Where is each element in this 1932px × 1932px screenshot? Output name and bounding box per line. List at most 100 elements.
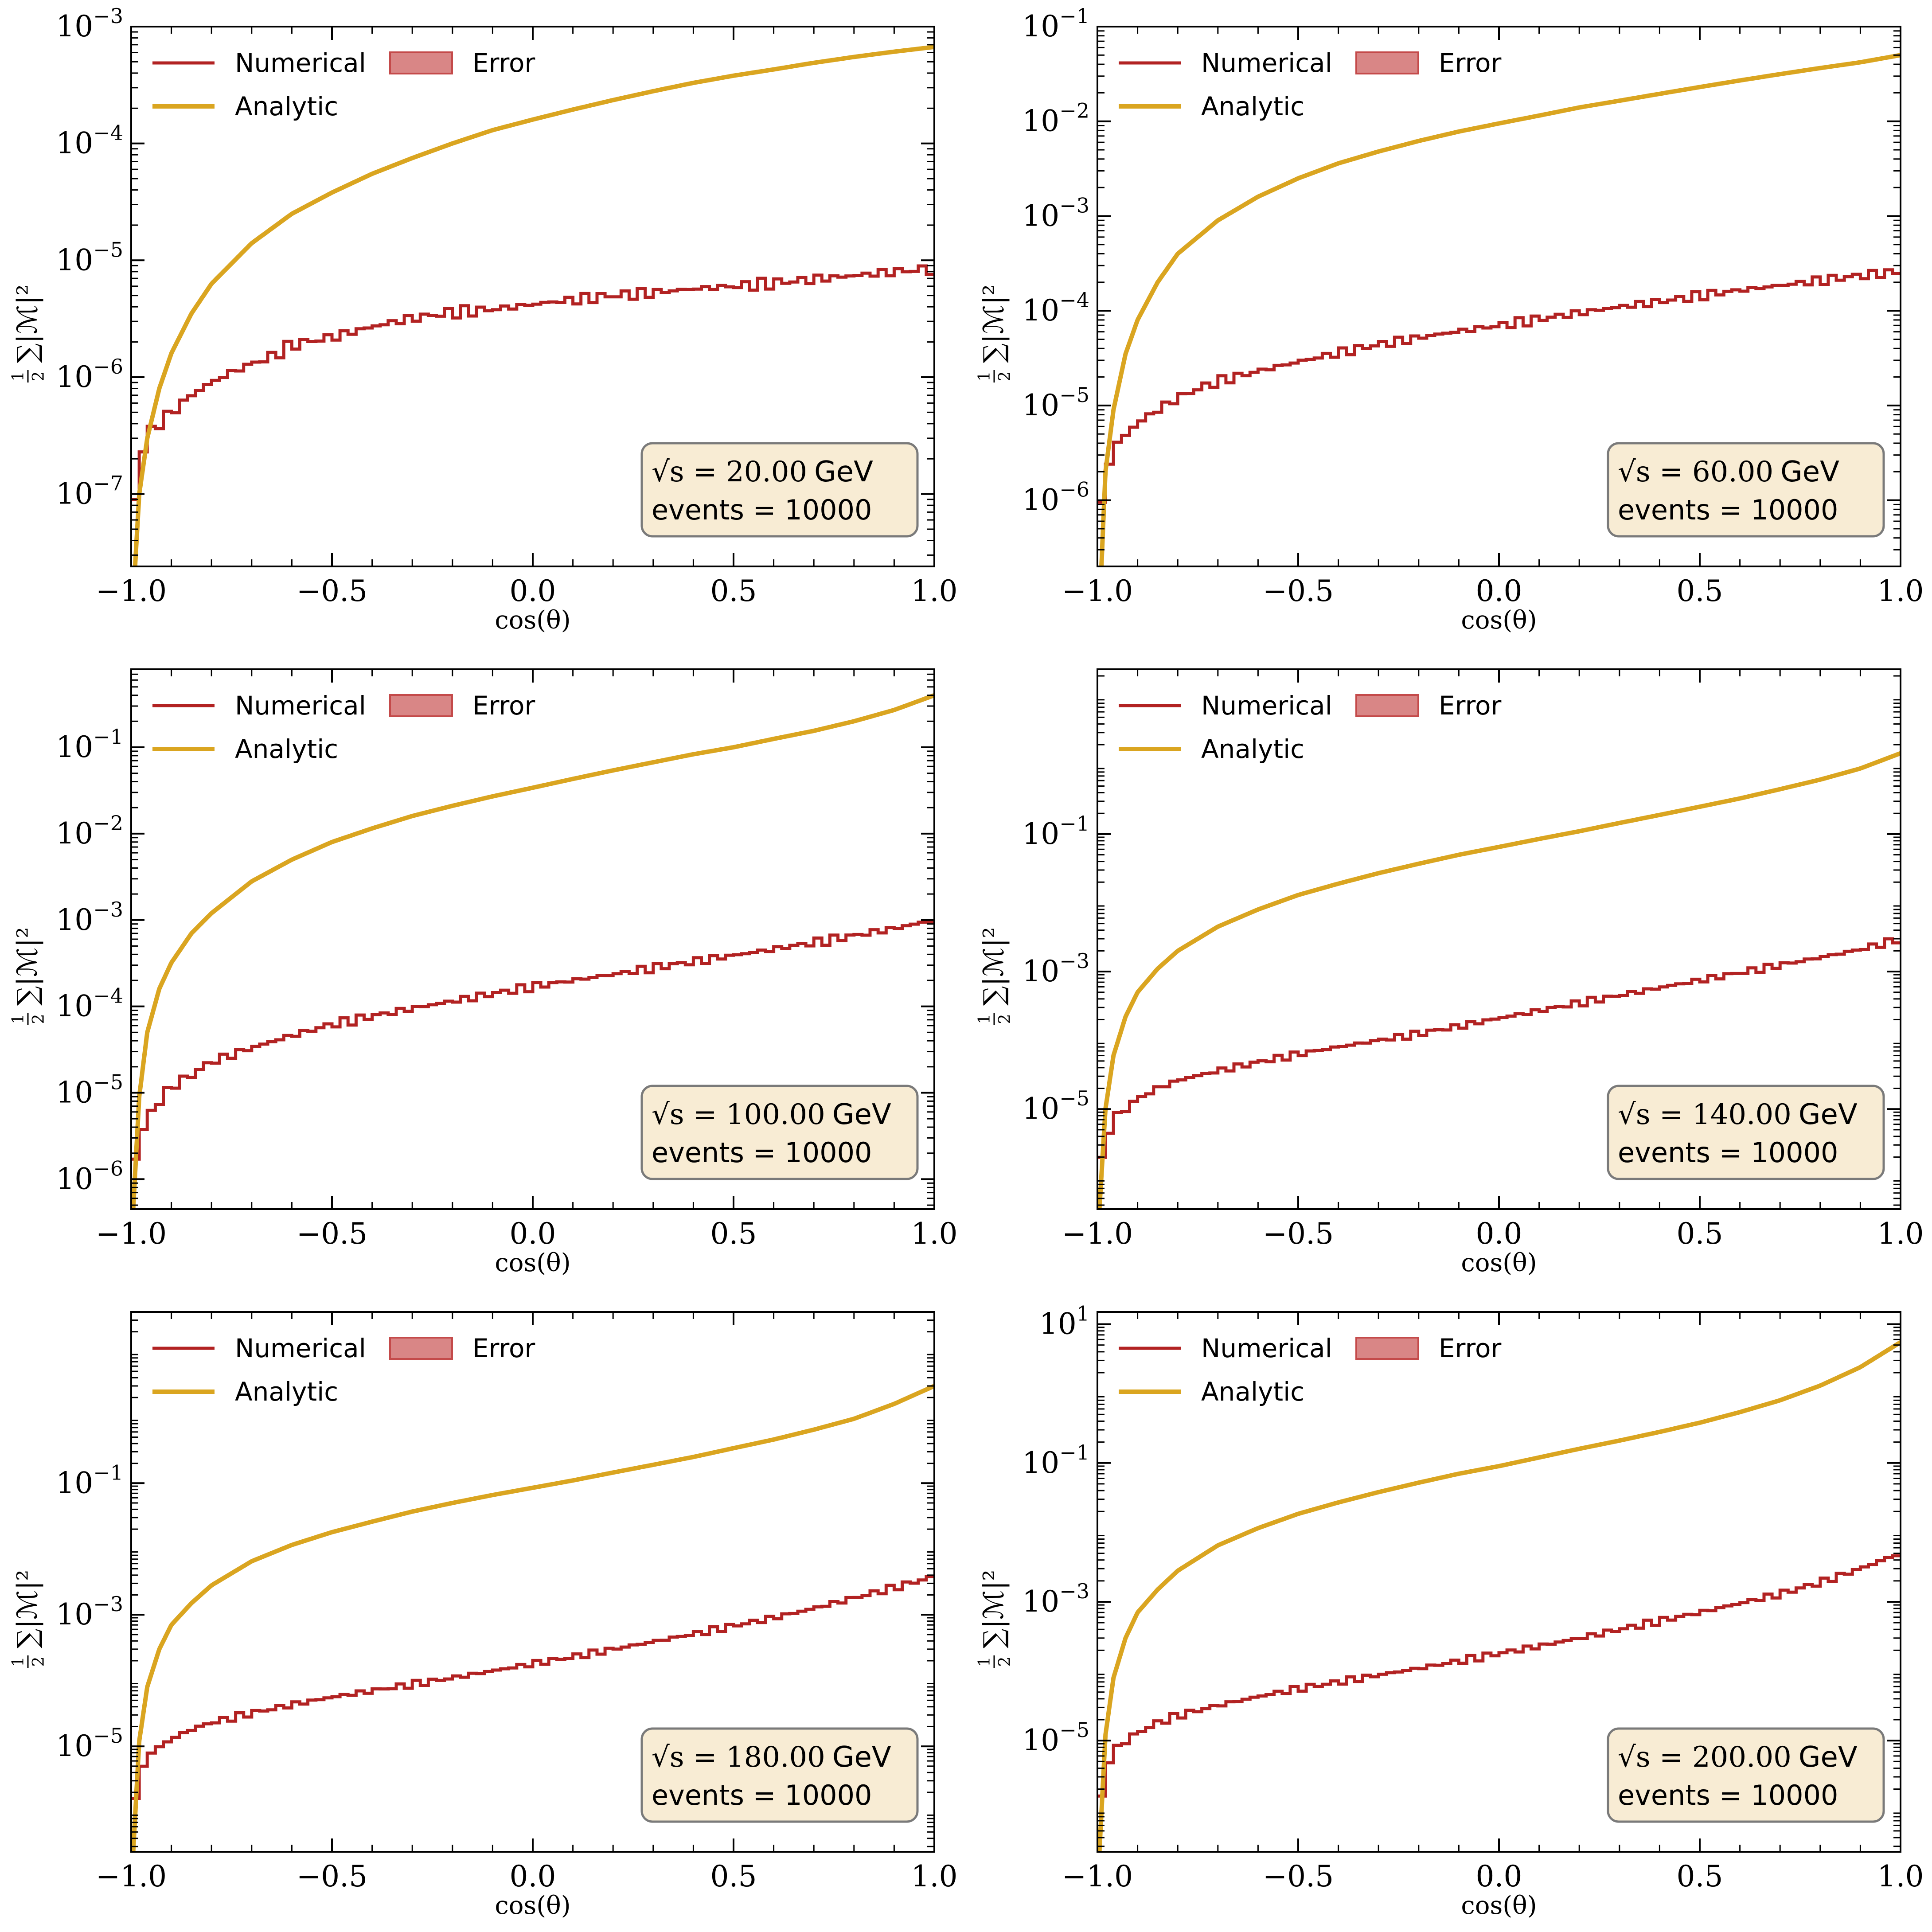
x-tick-label: 0.0	[510, 574, 556, 608]
y-tick-label: 10−4	[56, 121, 123, 160]
x-tick-label: 0.5	[1677, 1217, 1723, 1251]
x-tick-label: −0.5	[1263, 1217, 1334, 1251]
annotation-background	[1607, 1085, 1885, 1180]
y-label-main: ∑|ℳ|²	[11, 1570, 43, 1648]
x-axis-label: cos(θ)	[1461, 1249, 1537, 1277]
y-label-numerator: 1	[9, 1014, 27, 1024]
annotation-box: √s = 200.00 GeV events = 10000	[1607, 1727, 1885, 1823]
y-tick-label: 10−5	[1022, 1086, 1089, 1126]
x-axis-label: cos(θ)	[495, 1249, 570, 1277]
y-tick-label: 10−6	[56, 355, 123, 394]
annotation-energy: √s = 20.00 GeV	[652, 456, 873, 488]
annotation-energy: √s = 180.00 GeV	[652, 1741, 891, 1774]
chart-panel-6: −1.0 −0.5 0.0 0.5 1.0 10−5 10−3 10−1 101 cos(θ) 1 2…	[976, 1302, 1924, 1920]
annotation-box: √s = 140.00 GeV events = 10000	[1607, 1085, 1885, 1180]
plot-area	[131, 1384, 934, 1852]
numerical-histogram	[131, 921, 934, 1161]
legend-error-label: Error	[472, 1333, 535, 1363]
annotation-events: events = 10000	[1618, 494, 1838, 526]
x-axis-label: cos(θ)	[495, 606, 570, 635]
analytic-curve	[133, 44, 934, 566]
x-tick-label: −0.5	[1263, 1859, 1334, 1893]
annotation-box: √s = 180.00 GeV events = 10000	[640, 1727, 919, 1823]
y-label-main: ∑|ℳ|²	[977, 1570, 1010, 1648]
legend: Numerical Error Analytic	[152, 48, 535, 121]
y-tick-label: 10−6	[56, 1156, 123, 1196]
annotation-energy: √s = 140.00 GeV	[1618, 1098, 1858, 1131]
legend-error-swatch	[1355, 51, 1419, 74]
annotation-background	[1607, 442, 1885, 538]
legend-numerical-label: Numerical	[235, 1333, 366, 1363]
plot-area	[131, 44, 934, 566]
y-label-numerator: 1	[976, 371, 994, 382]
legend-error-swatch	[389, 694, 453, 717]
analytic-curve	[131, 1384, 934, 1852]
x-tick-label: 1.0	[1877, 574, 1924, 608]
y-axis-label: 1 2 ∑|ℳ|²	[976, 927, 1014, 1025]
plot-area	[1097, 53, 1901, 566]
x-tick-label: 1.0	[1877, 1217, 1924, 1251]
y-label-denominator: 2	[30, 371, 48, 382]
y-label-main: ∑|ℳ|²	[977, 927, 1010, 1006]
x-axis-label: cos(θ)	[495, 1891, 570, 1920]
legend-error-swatch	[389, 51, 453, 74]
y-tick-label: 10−2	[56, 811, 123, 851]
y-tick-label: 10−1	[1022, 1440, 1089, 1480]
legend-error-label: Error	[472, 691, 535, 721]
analytic-curve	[131, 693, 934, 1209]
x-tick-label: 1.0	[1877, 1859, 1924, 1893]
numerical-histogram	[131, 264, 934, 501]
legend-numerical-label: Numerical	[1201, 691, 1332, 721]
x-tick-label: −1.0	[1062, 1859, 1133, 1893]
legend-analytic-label: Analytic	[1201, 91, 1304, 121]
y-tick-label: 10−5	[56, 1070, 123, 1110]
legend-error-swatch	[1355, 694, 1419, 717]
y-label-denominator: 2	[30, 1014, 48, 1024]
x-axis-label: cos(θ)	[1461, 1891, 1537, 1920]
legend-analytic-label: Analytic	[235, 1377, 338, 1407]
chart-panel-4: −1.0 −0.5 0.0 0.5 1.0 10−5 10−3 10−1 cos(θ) 1 2 ∑|ℳ…	[976, 668, 1924, 1277]
y-axis-label: 1 2 ∑|ℳ|²	[976, 285, 1014, 382]
annotation-energy: √s = 100.00 GeV	[652, 1098, 891, 1131]
chart-panel-3: −1.0 −0.5 0.0 0.5 1.0 10−6 10−5 10−4 10−3 10−2 10−…	[9, 668, 958, 1277]
annotation-events: events = 10000	[652, 1136, 872, 1169]
annotation-events: events = 10000	[652, 1779, 872, 1811]
x-tick-label: 1.0	[911, 1217, 958, 1251]
x-tick-label: 1.0	[911, 1859, 958, 1893]
x-tick-label: 0.5	[710, 1217, 757, 1251]
analytic-curve	[1099, 53, 1901, 566]
y-tick-label: 10−2	[1022, 99, 1089, 138]
annotation-background	[640, 1085, 919, 1180]
chart-panel-1: −1.0 −0.5 0.0 0.5 1.0 10−7 10−6 10−5 10−4 10−3 cos…	[9, 4, 957, 635]
x-tick-label: −1.0	[96, 1217, 167, 1251]
legend-numerical-label: Numerical	[235, 691, 366, 721]
y-tick-label: 10−1	[1022, 812, 1089, 851]
y-tick-label: 10−5	[56, 1724, 123, 1763]
legend-analytic-label: Analytic	[235, 734, 338, 764]
y-tick-label: 10−4	[56, 984, 123, 1023]
y-label-denominator: 2	[30, 1657, 48, 1667]
y-label-numerator: 1	[976, 1014, 994, 1024]
x-tick-label: −0.5	[297, 1217, 367, 1251]
y-label-denominator: 2	[996, 1657, 1014, 1667]
y-axis-label: 1 2 ∑|ℳ|²	[9, 1570, 48, 1668]
y-label-numerator: 1	[9, 1657, 27, 1667]
y-tick-label: 10−4	[1022, 288, 1089, 328]
y-tick-label: 10−5	[1022, 1718, 1089, 1757]
legend: Numerical Error Analytic	[152, 691, 535, 764]
y-tick-label: 10−3	[1022, 949, 1089, 988]
y-label-denominator: 2	[996, 371, 1014, 382]
annotation-events: events = 10000	[652, 494, 872, 526]
x-tick-label: 0.5	[710, 574, 757, 608]
plot-area	[1097, 1340, 1901, 1852]
legend-numerical-label: Numerical	[235, 48, 366, 78]
legend-error-label: Error	[1439, 691, 1502, 721]
x-tick-label: −1.0	[1062, 1217, 1133, 1251]
y-label-denominator: 2	[996, 1014, 1014, 1024]
legend-error-label: Error	[1439, 48, 1502, 78]
x-tick-label: −1.0	[1062, 574, 1133, 608]
numerical-histogram	[1097, 937, 1901, 1159]
legend-error-swatch	[1355, 1337, 1419, 1360]
annotation-background	[640, 1727, 919, 1823]
